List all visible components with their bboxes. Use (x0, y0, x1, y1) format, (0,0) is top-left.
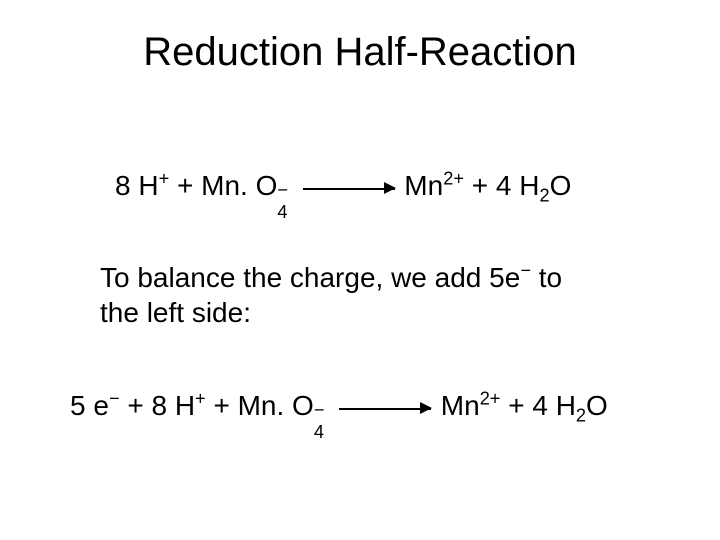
arrow-icon (339, 392, 431, 424)
eq2-e-sup: − (109, 389, 120, 409)
eq2-Mn: Mn (433, 390, 480, 421)
eq1-H-charge: + (159, 169, 170, 189)
expl-line2: the left side: (100, 297, 251, 328)
expl-line1a: To balance the charge, we add 5e (100, 262, 520, 293)
arrow-shaft (339, 408, 431, 410)
eq2-Mn-charge: 2+ (480, 389, 501, 409)
eq1-Mn: Mn (397, 170, 444, 201)
eq2-H2O-sub: 2 (576, 406, 586, 426)
eq2-plus-4H: + 4 H (500, 390, 575, 421)
eq2-H-charge: + (195, 389, 206, 409)
eq1-O: O (550, 170, 572, 201)
eq1-plus-MnO: + Mn. O (169, 170, 277, 201)
equation-1: 8 H+ + Mn. O4− Mn2+ + 4 H2O (115, 170, 571, 204)
eq1-Mn-charge: 2+ (443, 169, 464, 189)
expl-e-sup: − (520, 261, 531, 281)
eq2-5e: 5 e (70, 390, 109, 421)
eq2-O: O (586, 390, 608, 421)
eq2-plus-MnO: + Mn. O (206, 390, 314, 421)
arrow-head (384, 182, 396, 194)
eq1-MnO4-sub: 4 (277, 203, 287, 221)
slide: Reduction Half-Reaction 8 H+ + Mn. O4− M… (0, 0, 720, 540)
arrow-shaft (303, 188, 395, 190)
eq1-H2O-sub: 2 (539, 186, 549, 206)
explanation-text: To balance the charge, we add 5e− to the… (100, 260, 640, 330)
page-title: Reduction Half-Reaction (0, 30, 720, 75)
equation-2: 5 e− + 8 H+ + Mn. O4− Mn2+ + 4 H2O (70, 390, 608, 424)
expl-line1b: to (531, 262, 562, 293)
eq1-MnO4-sup: − (277, 181, 288, 199)
eq2-MnO4-sup: − (314, 401, 325, 419)
arrow-icon (303, 172, 395, 204)
eq1-plus-4H: + 4 H (464, 170, 539, 201)
eq2-plus-8H: + 8 H (120, 390, 195, 421)
eq1-lhs-8H: 8 H (115, 170, 159, 201)
arrow-head (420, 402, 432, 414)
eq2-MnO4-sub: 4 (314, 423, 324, 441)
